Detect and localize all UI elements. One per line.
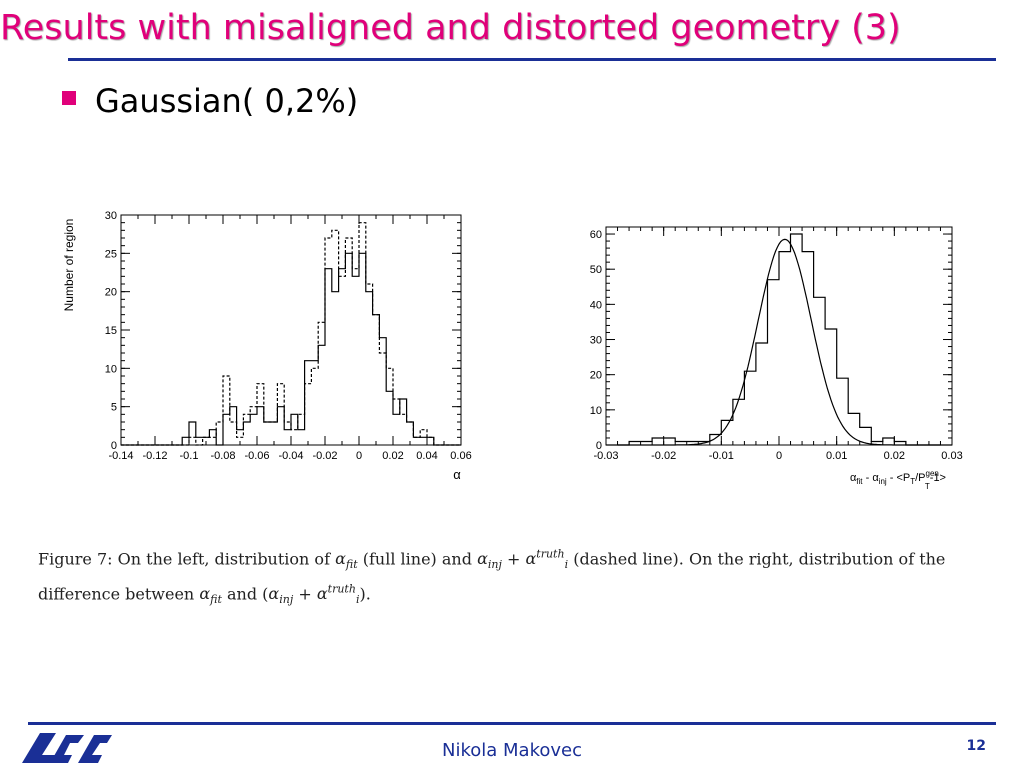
y-tick-label: 25 [105, 248, 117, 260]
y-tick-label: 0 [111, 440, 117, 452]
caption-alpha-fit-2: αfit [199, 583, 222, 607]
slide-title: Results with misaligned and distorted ge… [0, 8, 901, 48]
page-number: 12 [966, 738, 986, 754]
caption-alpha-truth: αtruthi [525, 548, 569, 572]
author-name: Nikola Makovec [442, 740, 582, 761]
y-tick-label: 10 [105, 363, 117, 375]
x-tick-label: -0.03 [593, 450, 618, 462]
footer-divider [28, 722, 996, 725]
x-tick-label: 0.04 [416, 450, 437, 462]
caption-paren-close: ). [359, 583, 371, 603]
figure-caption: Figure 7: On the left, distribution of α… [38, 543, 988, 612]
x-tick-label: -0.02 [312, 450, 337, 462]
x-tick-label: 0.06 [450, 450, 471, 462]
plot-frame [120, 214, 462, 446]
caption-alpha-inj-2: αinj [268, 583, 294, 607]
caption-plus-2: + [298, 583, 312, 603]
histogram-solid-series [121, 252, 461, 446]
caption-text-2: (full line) and [362, 549, 472, 569]
x-tick-label: -0.01 [709, 450, 734, 462]
lal-logo-icon [22, 733, 112, 763]
x-tick-label: -0.06 [244, 450, 269, 462]
gaussian-fit-curve [606, 238, 952, 446]
right-histogram-chart: -0.03 -0.02 -0.01 0 0.01 0.02 0.03 0 10 20 30 40 50 6… [590, 226, 963, 491]
x-tick-label: -0.1 [180, 450, 199, 462]
caption-and: and [226, 583, 258, 603]
y-tick-label: 30 [590, 335, 602, 347]
y-tick-label: 15 [105, 325, 117, 337]
bullet-text: Gaussian( 0,2%) [95, 82, 359, 120]
y-axis-label: Number of region [62, 219, 76, 312]
y-tick-label: 20 [590, 370, 602, 382]
caption-alpha-truth-2: αtruthi [316, 582, 360, 607]
x-tick-label: 0.02 [884, 450, 905, 462]
y-tick-label: 30 [105, 210, 117, 222]
y-tick-label: 10 [590, 405, 602, 417]
y-tick-label: 20 [105, 287, 117, 299]
x-tick-label: -0.04 [278, 450, 303, 462]
x-tick-label: -0.14 [108, 450, 133, 462]
x-tick-label: 0.03 [941, 450, 962, 462]
title-divider [68, 58, 996, 61]
caption-alpha-fit: αfit [335, 549, 358, 572]
caption-plus: + [506, 549, 521, 569]
x-tick-label: -0.02 [651, 450, 676, 462]
histogram-solid-series [617, 233, 941, 446]
x-axis-label: αfit - αinj - <PT/Pgen T-1> [850, 469, 946, 491]
caption-text-1: On the left, distribution of [117, 549, 330, 569]
y-tick-label: 40 [590, 299, 602, 311]
y-tick-label: 0 [596, 440, 602, 452]
caption-alpha-inj: αinj [477, 549, 502, 572]
left-histogram-chart: -0.14 -0.12 -0.1 -0.08 -0.06 -0.04 -0.02 0 0.02 0… [62, 210, 472, 482]
x-tick-label: 0 [356, 450, 362, 462]
histogram-dashed-series [121, 222, 461, 446]
x-tick-label: -0.08 [210, 450, 235, 462]
x-tick-label: -0.12 [142, 450, 167, 462]
caption-paren-open: ( [262, 583, 269, 603]
x-axis-label: α [453, 467, 461, 482]
x-tick-label: 0.01 [826, 450, 847, 462]
y-tick-label: 60 [590, 229, 602, 241]
x-tick-label: 0.02 [382, 450, 403, 462]
bullet-square-icon [62, 91, 76, 105]
y-tick-label: 5 [111, 402, 117, 414]
y-tick-label: 50 [590, 264, 602, 276]
caption-text-3: (dashed line). On the right, distributio… [38, 549, 946, 603]
x-tick-label: 0 [776, 450, 782, 462]
figure-label: Figure 7: [38, 549, 113, 569]
